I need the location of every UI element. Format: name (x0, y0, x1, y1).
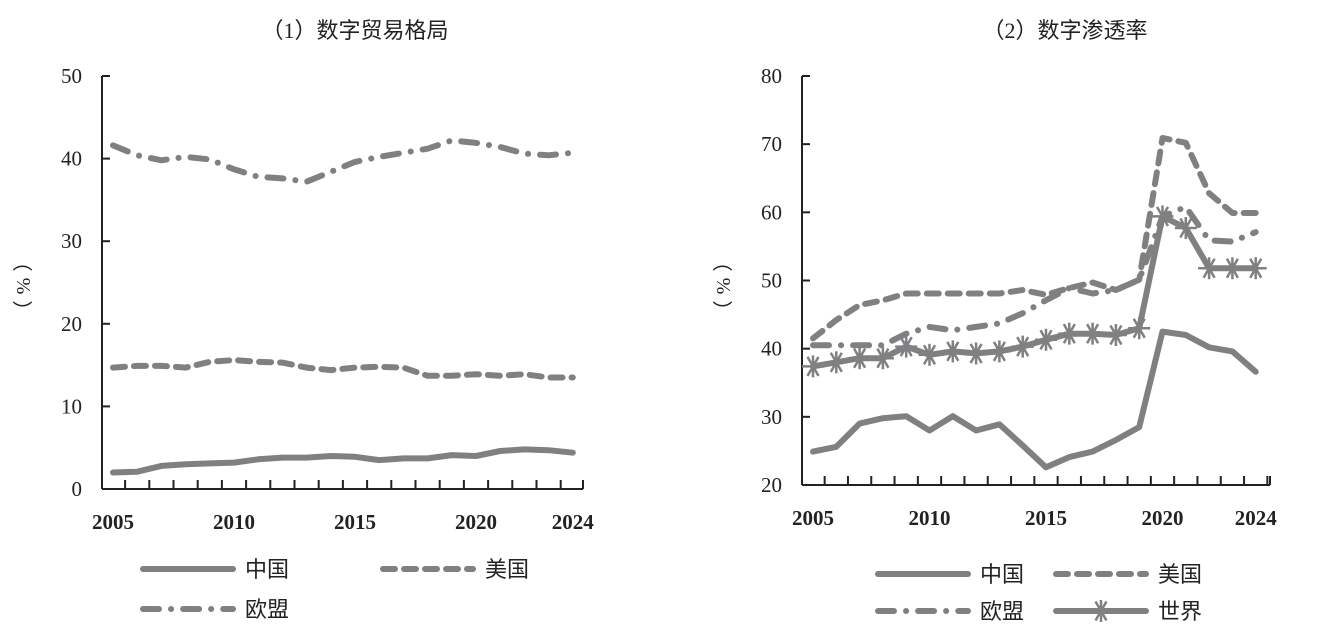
y-tick-label: 10 (61, 394, 82, 418)
series-line-0 (810, 328, 1259, 471)
legend-label: 中国 (980, 562, 1024, 587)
star-marker (1035, 328, 1057, 351)
legend-item-world: 世界 (1053, 599, 1202, 624)
star-marker (871, 347, 894, 370)
chart1-legend: 中国 美国 欧盟 (140, 557, 529, 622)
star-marker (1128, 317, 1151, 340)
star-marker (941, 340, 964, 363)
series-line-1 (110, 357, 576, 381)
star-marker (1058, 322, 1081, 345)
series-line-2 (110, 137, 576, 185)
y-tick-label: 80 (761, 64, 782, 88)
star-marker (988, 340, 1011, 363)
series-line-2 (810, 203, 1259, 349)
legend-item-china: 中国 (875, 562, 1024, 587)
chart2-ylabel: （%） (712, 246, 735, 321)
star-marker (1011, 335, 1034, 358)
legend-item-china: 中国 (140, 557, 289, 582)
star-marker (802, 355, 824, 378)
star-marker (918, 343, 941, 366)
y-tick-label: 30 (61, 229, 82, 253)
x-tick-label: 2024 (1235, 506, 1278, 530)
legend-label: 美国 (1158, 562, 1202, 587)
legend-item-eu: 欧盟 (875, 599, 1024, 624)
y-tick-label: 0 (72, 477, 83, 501)
star-marker (965, 342, 988, 365)
star-marker (1174, 217, 1197, 240)
series-line-1 (810, 135, 1259, 342)
y-tick-label: 20 (761, 473, 782, 497)
x-tick-label: 2015 (334, 510, 376, 534)
legend-label: 美国 (485, 557, 529, 582)
legend-label: 世界 (1158, 599, 1202, 624)
legend-item-us: 美国 (380, 557, 529, 582)
x-tick-label: 2015 (1025, 506, 1067, 530)
star-marker (1104, 324, 1127, 347)
chart2-plot: 20 30 40 50 60 70 80 2005 2010 2015 2020 2024 (761, 64, 1277, 530)
y-tick-label: 20 (61, 312, 82, 336)
star-marker (1151, 205, 1174, 228)
star-marker (1081, 322, 1104, 345)
x-tick-label: 2010 (213, 510, 255, 534)
series-line-0 (110, 446, 576, 476)
star-marker (1198, 257, 1221, 280)
y-tick-label: 50 (761, 269, 782, 293)
y-tick-label: 60 (761, 200, 782, 224)
legend-item-us: 美国 (1053, 562, 1202, 587)
x-tick-label: 2010 (909, 506, 951, 530)
x-tick-label: 2024 (552, 510, 595, 534)
x-tick-label: 2020 (1142, 506, 1184, 530)
chart1-plot: 0 10 20 30 40 50 2005 2010 2015 2020 2024 (61, 64, 594, 534)
chart1-title: （1）数字贸易格局 (261, 18, 448, 43)
y-tick-label: 50 (61, 64, 82, 88)
x-tick-label: 2020 (455, 510, 497, 534)
x-tick-label: 2005 (792, 506, 834, 530)
star-marker (825, 351, 848, 374)
chart2-title: （2）数字渗透率 (982, 18, 1147, 43)
y-tick-label: 30 (761, 405, 782, 429)
chart1-ylabel: （%） (12, 246, 35, 321)
star-marker (895, 335, 918, 358)
chart2-legend: 中国 美国 欧盟 世界 (875, 562, 1202, 624)
legend-label: 中国 (245, 557, 289, 582)
series-line-3 (810, 213, 1259, 370)
y-tick-label: 70 (761, 132, 782, 156)
y-tick-label: 40 (61, 147, 82, 171)
star-marker (848, 347, 871, 370)
x-tick-label: 2005 (92, 510, 134, 534)
y-tick-label: 40 (761, 337, 782, 361)
legend-item-eu: 欧盟 (140, 597, 289, 622)
star-marker (1244, 257, 1267, 280)
legend-label: 欧盟 (980, 599, 1024, 624)
star-marker (1090, 600, 1112, 622)
star-marker (1221, 257, 1244, 280)
legend-label: 欧盟 (245, 597, 289, 622)
